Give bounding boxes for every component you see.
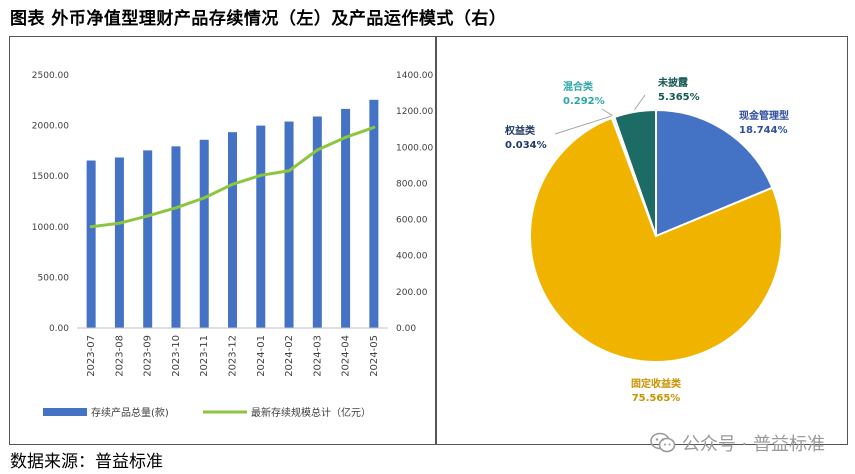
pie-slice [655, 108, 774, 238]
line-point [231, 182, 234, 186]
slice-percent: 18.744% [739, 125, 788, 136]
slice-label: 权益类 [504, 124, 535, 137]
x-tick-label: 2024-05 [369, 335, 380, 377]
watermark-text: 公众号 · 普益标准 [681, 434, 825, 455]
line-point [89, 225, 93, 229]
y-right-tick-label: 1200.00 [396, 107, 433, 117]
page-title: 图表 外币净值型理财产品存续情况（左）及产品运作模式（右） [10, 9, 507, 29]
slice-percent: 0.292% [563, 96, 605, 107]
x-tick-label: 2023-12 [228, 335, 239, 377]
y-right-tick-label: 1000.00 [396, 143, 433, 153]
slice-percent: 75.565% [632, 393, 681, 404]
bar [341, 108, 351, 328]
leader-line [601, 108, 613, 117]
legend-line-label: 最新存续规模总计（亿元） [251, 406, 371, 419]
bar [143, 150, 153, 328]
bar [228, 132, 237, 328]
y-left-tick-label: 500.00 [38, 273, 70, 283]
line-point [117, 221, 121, 225]
x-tick-label: 2023-10 [171, 335, 182, 377]
x-tick-label: 2023-07 [86, 335, 97, 377]
y-left-tick-label: 0.00 [49, 324, 69, 334]
bar [199, 139, 209, 328]
slice-label: 固定收益类 [631, 377, 681, 390]
x-tick-label: 2023-08 [114, 335, 125, 377]
leader-line [634, 94, 646, 111]
watermark: 公众号 · 普益标准 [650, 430, 825, 456]
y-right-tick-label: 200.00 [396, 288, 428, 298]
wechat-icon [650, 432, 676, 453]
line-point [202, 196, 206, 200]
data-source: 数据来源：普益标准 [10, 452, 163, 472]
pie-slice [529, 116, 783, 363]
slice-percent: 5.365% [658, 92, 700, 103]
bar [114, 157, 124, 328]
y-right-tick-label: 800.00 [396, 179, 428, 189]
legend-bar-swatch [43, 408, 87, 416]
y-right-tick-label: 0.00 [396, 324, 416, 334]
slice-percent: 0.034% [505, 140, 547, 151]
line-point [146, 214, 150, 218]
line-point [344, 135, 348, 139]
line-point [372, 125, 376, 129]
bar [256, 125, 266, 328]
pie-chart-panel: 现金管理型 18.744% 固定收益类 75.565% 权益类 0.034% 混合类 0.29… [436, 36, 848, 445]
y-right-tick-label: 400.00 [396, 252, 428, 262]
x-tick-label: 2024-04 [341, 335, 352, 377]
x-tick-label: 2023-11 [199, 335, 210, 377]
slice-label: 现金管理型 [739, 109, 789, 122]
slice-label: 未披露 [657, 76, 689, 89]
bar [171, 146, 181, 328]
y-right-tick-label: 1400.00 [396, 71, 433, 81]
pie-slice [613, 108, 657, 237]
line-point [287, 169, 291, 173]
bar [369, 99, 379, 328]
legend-bar-label: 存续产品总量(款) [91, 406, 169, 419]
x-tick-label: 2024-02 [284, 335, 295, 377]
pie-chart: 现金管理型 18.744% 固定收益类 75.565% 权益类 0.034% 混合类 0.29… [504, 76, 789, 404]
y-left-tick-label: 1000.00 [32, 223, 69, 233]
x-tick-label: 2023-09 [143, 335, 154, 377]
y-left-tick-label: 1500.00 [32, 172, 69, 182]
y-left-tick-label: 2000.00 [32, 122, 69, 132]
combo-chart: 0.00 500.00 1000.00 1500.00 2000.00 2500.00 0.… [32, 71, 434, 419]
y-left-tick-label: 2500.00 [32, 71, 69, 81]
x-tick-label: 2024-01 [256, 335, 267, 377]
combo-chart-panel: 0.00 500.00 1000.00 1500.00 2000.00 2500.00 0.… [9, 36, 436, 445]
y-right-tick-label: 600.00 [396, 216, 428, 226]
line-point [259, 173, 263, 177]
leader-line [554, 115, 612, 135]
slice-label: 混合类 [563, 80, 593, 93]
bar [86, 160, 96, 328]
line-point [315, 148, 319, 152]
bar [312, 116, 322, 328]
x-tick-label: 2024-03 [312, 335, 323, 377]
line-point [174, 206, 178, 210]
bar [284, 121, 294, 328]
